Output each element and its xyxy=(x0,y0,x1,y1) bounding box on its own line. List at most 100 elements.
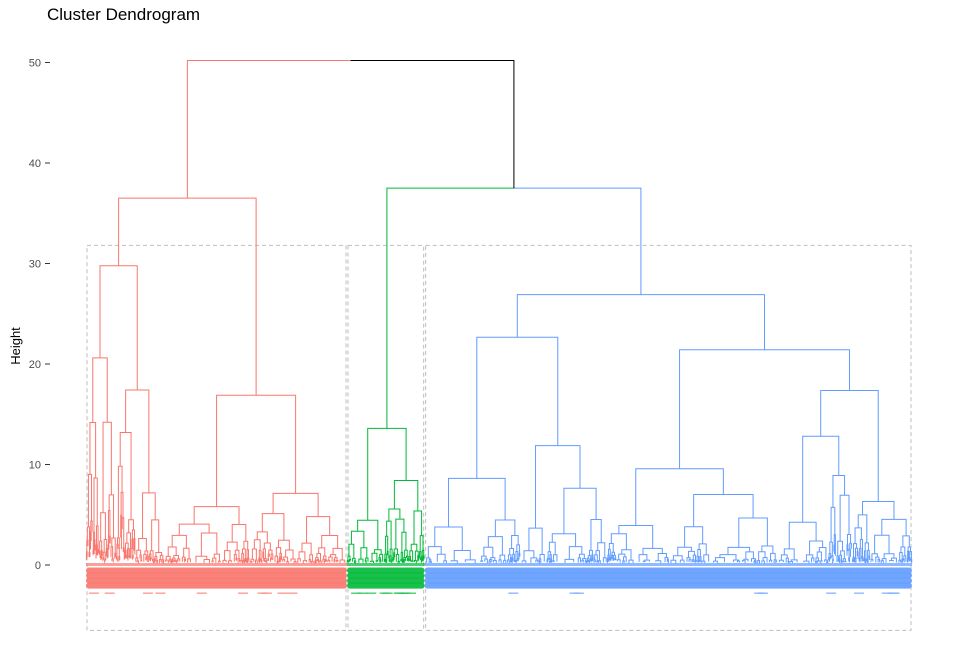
dendrogram-branch xyxy=(121,517,125,548)
dendrogram-branch xyxy=(521,560,527,563)
dendrogram-branch xyxy=(274,555,279,563)
dendrogram-branch xyxy=(99,265,138,390)
dendrogram-branch xyxy=(391,558,393,564)
dendrogram-branch xyxy=(852,559,854,563)
dendrogram-branch xyxy=(389,548,393,560)
dendrogram-branch xyxy=(314,559,317,563)
dendrogram-branch xyxy=(852,556,855,563)
dendrogram-branch xyxy=(126,532,131,549)
dendrogram-branch xyxy=(111,558,114,563)
dendrogram-branch xyxy=(488,560,491,564)
dendrogram-branch xyxy=(512,553,515,561)
dendrogram-branch xyxy=(846,533,852,545)
dendrogram-branch xyxy=(243,540,249,550)
dendrogram-branch xyxy=(484,558,488,564)
dendrogram-branch xyxy=(280,555,283,561)
dendrogram-branch xyxy=(413,559,417,564)
dendrogram-branch xyxy=(538,560,541,564)
dendrogram-branch xyxy=(410,543,418,552)
dendrogram-branch xyxy=(348,558,352,561)
dendrogram-branch xyxy=(857,514,868,543)
dendrogram-branch xyxy=(846,544,849,556)
dendrogram-branch xyxy=(195,555,208,563)
dendrogram-branch xyxy=(114,552,117,559)
dendrogram-branch xyxy=(549,560,551,564)
dendrogram-branch xyxy=(513,560,516,562)
dendrogram-branch xyxy=(319,560,322,564)
dendrogram-branch xyxy=(838,559,841,563)
dendrogram-branch xyxy=(339,559,345,564)
leaf-stems xyxy=(347,563,425,567)
dendrogram-branch xyxy=(395,518,405,550)
dendrogram-branch xyxy=(595,550,600,561)
dendrogram-branch xyxy=(436,553,446,562)
dendrogram-branch xyxy=(309,554,313,562)
dendrogram-branch xyxy=(422,555,425,562)
dendrogram-branch xyxy=(251,548,257,561)
dendrogram-branch xyxy=(364,559,367,564)
dendrogram-branch xyxy=(817,560,820,563)
dendrogram-branch xyxy=(856,551,859,559)
dendrogram-branch xyxy=(371,552,378,562)
dendrogram-branch xyxy=(549,554,552,562)
dendrogram-branch xyxy=(593,559,596,563)
dendrogram-branch xyxy=(618,525,654,549)
dendrogram-branch xyxy=(317,560,320,564)
leaf-band xyxy=(86,563,912,594)
dendrogram-branch xyxy=(516,294,766,350)
dendrogram-branch xyxy=(379,553,384,562)
dendrogram-branch xyxy=(136,549,142,558)
dendrogram-branch xyxy=(787,560,790,564)
dendrogram-branch xyxy=(238,559,241,563)
dendrogram-branch xyxy=(97,549,99,556)
dendrogram-branch xyxy=(824,559,828,562)
dendrogram-branch xyxy=(308,559,312,563)
leaf-label-row xyxy=(424,577,912,584)
dendrogram-branch xyxy=(688,559,692,563)
dendrogram-branch xyxy=(516,558,519,562)
dendrogram-branch xyxy=(358,558,364,563)
dendrogram-branch xyxy=(770,552,776,561)
dendrogram-branch xyxy=(261,513,285,541)
dendrogram-branch xyxy=(131,529,135,540)
dendrogram-branch xyxy=(429,560,432,563)
dendrogram-branch xyxy=(172,560,175,563)
dendrogram-branch xyxy=(302,560,307,564)
dendrogram-branch xyxy=(282,559,286,562)
dendrogram-branch xyxy=(401,531,407,553)
dendrogram-branch xyxy=(102,551,106,559)
dendrogram-branch xyxy=(818,546,827,560)
dendrogram-branch xyxy=(694,559,697,564)
dendrogram-branch xyxy=(126,555,129,561)
leaf-band-green xyxy=(347,563,425,594)
dendrogram-branch xyxy=(881,518,907,536)
dendrogram-branch xyxy=(546,557,550,561)
dendrogram-branch xyxy=(509,556,512,563)
leaf-stems xyxy=(86,563,348,567)
dendrogram-branch xyxy=(507,554,512,561)
dendrogram-branch xyxy=(864,542,869,551)
dendrogram-branch xyxy=(99,540,103,552)
dendrogram-branch xyxy=(761,545,774,554)
dendrogram-branch xyxy=(226,541,238,551)
dendrogram-branch xyxy=(775,560,778,563)
dendrogram-branch xyxy=(548,541,556,555)
dendrogram-branch xyxy=(703,554,710,562)
dendrogram-branch xyxy=(278,557,281,563)
dendrogram-branch xyxy=(419,535,424,552)
leaf-label-row xyxy=(347,582,425,589)
dendrogram-branch xyxy=(609,557,612,561)
dendrogram-branch xyxy=(610,533,627,550)
dendrogram-branch xyxy=(161,559,165,564)
dendrogram-branch xyxy=(129,556,131,559)
dendrogram-branch xyxy=(614,557,617,561)
dendrogram-branch xyxy=(383,558,386,563)
dendrogram-branch xyxy=(243,559,246,564)
dendrogram-branch xyxy=(758,551,766,561)
dendrogram-branch xyxy=(877,558,881,563)
dendrogram-branch xyxy=(102,421,112,513)
dendrogram-branch xyxy=(401,559,404,563)
dendrogram-branch xyxy=(832,475,846,508)
dendrogram-branch xyxy=(590,518,602,551)
dendrogram-branch xyxy=(158,558,162,564)
